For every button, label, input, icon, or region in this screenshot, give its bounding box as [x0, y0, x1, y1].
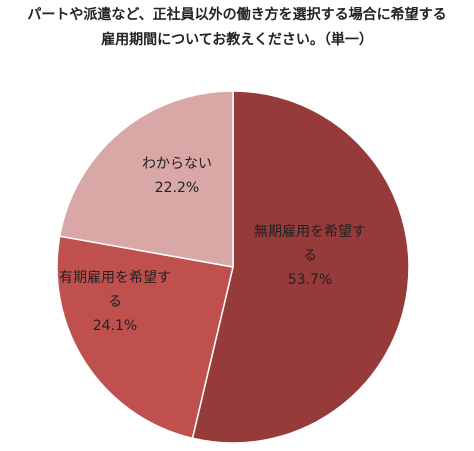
- chart-title-line2: 雇用期間についてお教えください。（単一）: [101, 32, 373, 48]
- slice-indefinite: [191, 90, 410, 444]
- slice-fixed-term-value-label: 24.1%: [93, 318, 137, 334]
- slice-unknown-name-label: わからない: [142, 156, 212, 172]
- slice-indefinite-name-label: る: [303, 248, 317, 264]
- slice-indefinite-value-label: 53.7%: [288, 272, 332, 288]
- slice-unknown: [58, 90, 234, 268]
- slice-fixed-term-name-label: 有期雇用を希望す: [59, 269, 171, 286]
- chart-title-line1: パートや派遣など、正社員以外の働き方を選択する場合に希望する: [27, 7, 447, 23]
- slice-unknown-value-label: 22.2%: [155, 180, 199, 196]
- slice-fixed-term-name-label: る: [108, 294, 122, 310]
- slice-indefinite-name-label: 無期雇用を希望す: [254, 223, 366, 240]
- slice-fixed-term: [56, 235, 234, 440]
